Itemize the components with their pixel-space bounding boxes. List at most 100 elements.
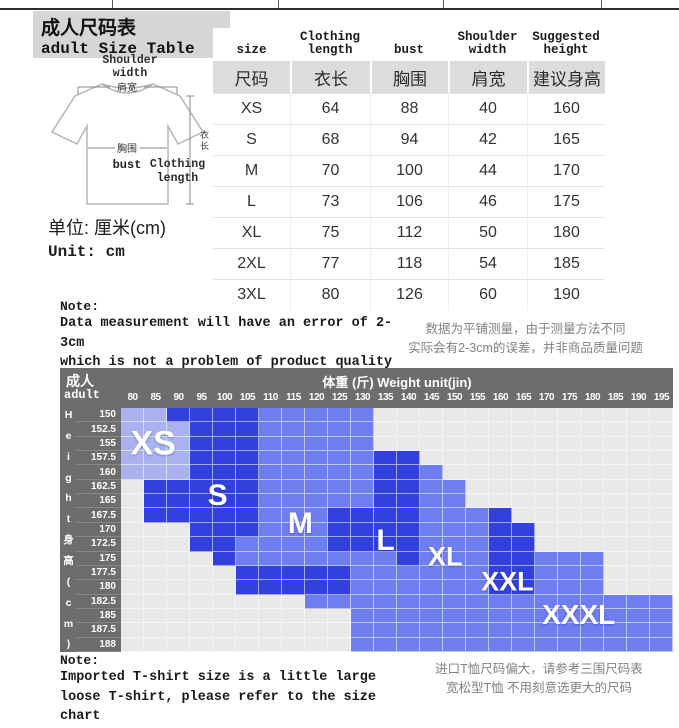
length-zh-char2: 长 (200, 140, 209, 151)
heatmap-cell (466, 594, 489, 609)
note-line: Imported T-shirt size is a little large (60, 670, 376, 685)
table-cell-r1-c0: S (213, 124, 290, 155)
heatmap-cell (650, 565, 673, 581)
heatmap-cell (443, 522, 466, 538)
heatmap-cell (236, 465, 259, 480)
heatmap-cell (236, 451, 259, 466)
heatmap-cell (236, 565, 259, 581)
heatmap-cell (443, 537, 466, 552)
heatmap-cell (121, 436, 144, 452)
heatmap-cell (604, 565, 627, 581)
heatmap-cell (650, 479, 673, 495)
heatmap-cell (305, 465, 328, 480)
heatmap-cell (627, 494, 650, 509)
heatmap-cell (282, 451, 305, 466)
heatmap-cell (213, 594, 236, 609)
heatmap-cell (351, 408, 374, 423)
weight-tick: 160 (492, 392, 509, 403)
heatmap-cell (167, 637, 190, 652)
heatmap-cell (397, 422, 420, 437)
heatmap-cell (213, 537, 236, 552)
cutoff-table-strip (0, 0, 679, 10)
heatmap-cell (374, 637, 397, 652)
heatmap-cell (144, 637, 167, 652)
heatmap-cell (282, 623, 305, 638)
heatmap-cell (282, 465, 305, 480)
heatmap-cell (351, 623, 374, 638)
heatmap-cell (305, 580, 328, 595)
heatmap-cell (328, 508, 351, 523)
heatmap-cell (121, 551, 144, 566)
table-cell-r1-c2: 94 (370, 124, 448, 155)
heatmap-cell (213, 436, 236, 452)
weight-tick: 115 (286, 392, 301, 403)
heatmap-cell (512, 436, 535, 452)
heatmap-cell (627, 551, 650, 566)
heatmap-cell (581, 551, 604, 566)
heatmap-cell (558, 465, 581, 480)
height-tick: 155 (76, 437, 121, 452)
weight-tick: 90 (173, 392, 184, 403)
heatmap-cell (512, 522, 535, 538)
weight-axis: 80 85 90 95 100 105 110 115 120 125 130 135 140 145 15… (121, 389, 673, 407)
heatmap-cell (144, 608, 167, 624)
heatmap-cell (604, 408, 627, 423)
heatmap-cell (466, 408, 489, 423)
heatmap-cell (282, 508, 305, 523)
heatmap-cell (259, 508, 282, 523)
heatmap-cell (351, 522, 374, 538)
heatmap-cell (259, 479, 282, 495)
weight-tick: 135 (377, 392, 394, 403)
heatmap-cell (581, 565, 604, 581)
table-cell-r3-c1: 73 (290, 186, 370, 217)
heatmap-cell (604, 465, 627, 480)
heatmap-cell (581, 623, 604, 638)
heatmap-cell (581, 594, 604, 609)
heatmap-cell (627, 522, 650, 538)
heatmap-cell (190, 608, 213, 624)
heatmap-cell (397, 522, 420, 538)
height-tick: 162.5 (76, 480, 121, 495)
heatmap-cell (397, 608, 420, 624)
table-cell-r5-c1: 77 (290, 248, 370, 279)
heatmap-cell (190, 537, 213, 552)
table-cell-r2-c3: 44 (448, 155, 527, 186)
heatmap-cell (282, 551, 305, 566)
table-cell-r2-c2: 100 (370, 155, 448, 186)
heatmap-cell (443, 580, 466, 595)
heatmap-cell (489, 551, 512, 566)
heatmap-cell (328, 608, 351, 624)
tshirt-collar (101, 83, 154, 89)
heatmap-cell (512, 451, 535, 466)
heatmap-cell (558, 580, 581, 595)
heatmap-cell (167, 594, 190, 609)
heatmap-cell (604, 422, 627, 437)
heatmap-cell (236, 537, 259, 552)
table-cell-r3-c0: L (213, 186, 290, 217)
heatmap-cell (167, 451, 190, 466)
heatmap-cell (328, 623, 351, 638)
heatmap-cell (512, 637, 535, 652)
heatmap-cell (650, 522, 673, 538)
heatmap-cell (282, 637, 305, 652)
heatmap-cell (512, 408, 535, 423)
heatmap-cell (328, 408, 351, 423)
heatmap-cell (604, 537, 627, 552)
heatmap-cell (167, 508, 190, 523)
heatmap-cell (512, 565, 535, 581)
heatmap-cell (259, 565, 282, 581)
heatmap-cell (259, 623, 282, 638)
heatmap-cell (144, 580, 167, 595)
note-title: Note: (60, 653, 100, 668)
heatmap-cell (328, 580, 351, 595)
heatmap-cell (305, 565, 328, 581)
heatmap-cell (190, 623, 213, 638)
note-line: Data measurement will have an error of 2… (60, 316, 393, 351)
table-cell-r2-c4: 170 (527, 155, 605, 186)
heatmap-cell (397, 479, 420, 495)
heatmap-cell (328, 422, 351, 437)
heatmap-cell (190, 408, 213, 423)
heatmap-cell (351, 465, 374, 480)
heatmap-cell (259, 637, 282, 652)
